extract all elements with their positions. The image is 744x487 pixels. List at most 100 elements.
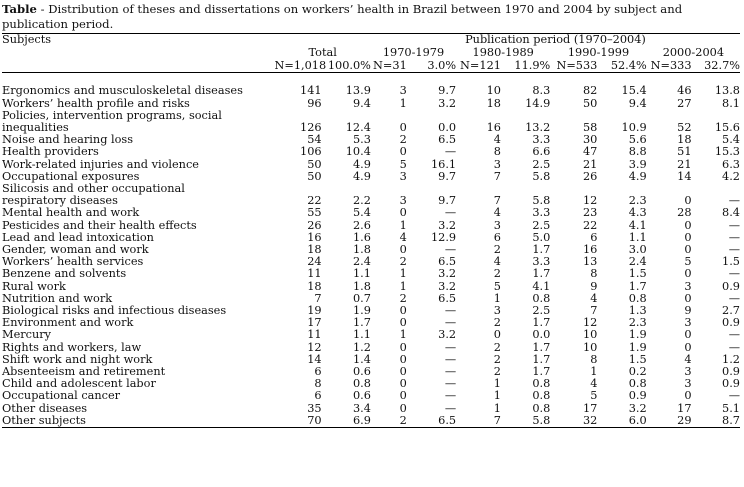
row-value: 2 xyxy=(493,243,501,257)
row-value: 4.3 xyxy=(628,206,647,220)
row-value: 3 xyxy=(684,377,692,391)
row-value: 9 xyxy=(590,279,598,293)
table-row: Ergonomics and musculoskeletal diseases 1… xyxy=(2,85,740,97)
row-value: 2 xyxy=(493,340,501,354)
row-value: 5.0 xyxy=(532,230,551,244)
row-value: 19 xyxy=(307,304,322,318)
row-value: 0.2 xyxy=(628,365,647,379)
row-value: 2.5 xyxy=(532,218,551,232)
row-value: 2.5 xyxy=(532,304,551,318)
row-value: 0 xyxy=(399,365,407,379)
row-subject: Policies, intervention programs, social xyxy=(2,108,222,122)
row-value: 0 xyxy=(684,267,692,281)
row-value: 4 xyxy=(493,133,501,147)
row-value: 9.7 xyxy=(438,194,457,208)
row-value: 0 xyxy=(399,340,407,354)
row-value: 0.9 xyxy=(722,365,740,379)
table-row: Environment and work 17 1.7 0 — 2 1.7 12 2.3 3 0.9 xyxy=(2,317,740,329)
group-n-2000-2004: N=333 xyxy=(650,58,692,72)
row-value: 6.9 xyxy=(352,413,371,427)
row-subject: Pesticides and their health effects xyxy=(2,218,197,232)
row-value: 0 xyxy=(399,145,407,159)
row-value: 1 xyxy=(493,291,501,305)
row-value: 1.8 xyxy=(352,243,371,257)
group-n-1970-1979: N=31 xyxy=(373,58,407,72)
row-value: 0 xyxy=(399,243,407,257)
row-subject: Health providers xyxy=(2,145,99,159)
row-value: 4 xyxy=(590,291,598,305)
row-value: 0.0 xyxy=(438,121,457,134)
row-value: 1.9 xyxy=(352,304,371,318)
row-value: 6 xyxy=(590,230,598,244)
row-value: 5.1 xyxy=(722,401,740,415)
row-value: 6.5 xyxy=(438,291,457,305)
row-value: 1.9 xyxy=(628,328,647,342)
row-value: — xyxy=(444,389,457,403)
row-value: — xyxy=(728,243,740,257)
row-value: 7 xyxy=(314,291,322,305)
row-value: — xyxy=(444,206,457,220)
row-value: 26 xyxy=(583,169,598,183)
row-value: 9.7 xyxy=(438,84,457,98)
row-value: 17 xyxy=(307,316,322,330)
row-value: 0 xyxy=(399,206,407,220)
row-value: 32 xyxy=(583,413,598,427)
row-value: 3.0 xyxy=(628,243,647,257)
row-value: 3 xyxy=(684,365,692,379)
row-value: 22 xyxy=(307,194,322,208)
row-value: 0.8 xyxy=(532,377,551,391)
row-value: 0 xyxy=(684,291,692,305)
row-value: 3.2 xyxy=(438,218,457,232)
row-value: 0 xyxy=(684,340,692,354)
table-row: Child and adolescent labor 8 0.8 0 — 1 0.8 4 0.8… xyxy=(2,378,740,390)
row-value: 1 xyxy=(399,279,407,293)
row-value: 0.8 xyxy=(532,389,551,403)
row-value: 10.4 xyxy=(345,145,371,159)
table-row: Nutrition and work 7 0.7 2 6.5 1 0.8 4 0.8 0 — xyxy=(2,291,740,305)
row-value: — xyxy=(728,328,740,342)
row-value: 8.7 xyxy=(722,413,740,427)
row-value: 1.1 xyxy=(628,230,647,244)
row-subject: Other diseases xyxy=(2,401,88,415)
row-value: 12 xyxy=(583,316,598,330)
row-value: — xyxy=(728,291,740,305)
row-value: 0 xyxy=(684,328,692,342)
row-value: 4.9 xyxy=(352,157,371,171)
row-value: 0 xyxy=(684,389,692,403)
row-value: 0.7 xyxy=(352,291,371,305)
table-row: inequalities 126 12.4 0 0.0 16 13.2 58 10.9 52 15.… xyxy=(2,121,740,134)
group-n-total: N=1,018 xyxy=(274,58,327,72)
row-value: 17 xyxy=(583,401,598,415)
row-value: 2 xyxy=(493,352,501,366)
row-value: 50 xyxy=(583,96,598,110)
row-value: 1 xyxy=(399,267,407,281)
table-row: Gender, woman and work 18 1.8 0 — 2 1.7 16 3.0 0 — xyxy=(2,243,740,257)
table-row: Silicosis and other occupational xyxy=(2,182,740,195)
row-value: 3.9 xyxy=(628,157,647,171)
row-value: 126 xyxy=(300,121,322,134)
row-value: — xyxy=(444,401,457,415)
row-value: 16 xyxy=(583,243,598,257)
row-value: 0 xyxy=(684,194,692,208)
row-value: 3 xyxy=(493,218,501,232)
row-value: 7 xyxy=(493,194,501,208)
row-value: 3 xyxy=(493,304,501,318)
row-value: 2 xyxy=(399,291,407,305)
row-value: 0 xyxy=(684,243,692,257)
group-pct-1980-1989: 11.9% xyxy=(514,58,551,72)
row-subject: Mental health and work xyxy=(2,206,140,220)
row-value: 2 xyxy=(493,316,501,330)
row-value: — xyxy=(444,243,457,257)
row-subject: Biological risks and infectious diseases xyxy=(2,304,227,318)
row-value: 8 xyxy=(493,145,501,159)
row-value: 51 xyxy=(677,145,692,159)
row-value: 0.0 xyxy=(532,328,551,342)
row-value: 141 xyxy=(300,84,322,98)
row-value: 14.9 xyxy=(525,96,551,110)
row-value: 21 xyxy=(677,157,692,171)
row-value: 15.4 xyxy=(621,84,647,98)
row-value: 5.8 xyxy=(532,413,551,427)
row-value: 5.3 xyxy=(352,133,371,147)
row-value: 30 xyxy=(583,133,598,147)
row-value: 1.2 xyxy=(352,340,371,354)
